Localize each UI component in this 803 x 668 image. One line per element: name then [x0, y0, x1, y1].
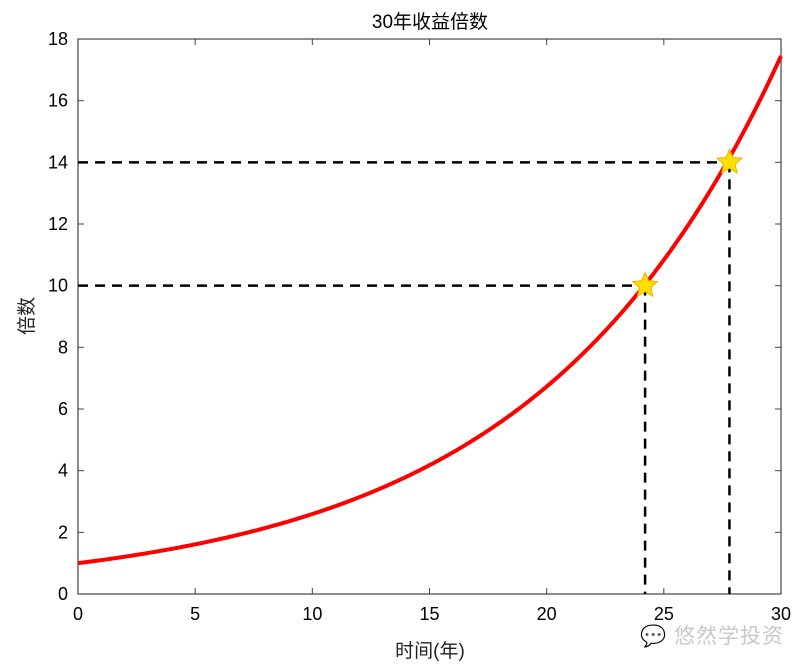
dashed-guide-lines [78, 161, 731, 594]
x-axis-label: 时间(年) [395, 640, 465, 662]
star-marker-icon [631, 271, 659, 298]
y-tick-label: 16 [48, 91, 68, 111]
y-tick-label: 14 [48, 152, 68, 172]
x-tick-label: 5 [190, 604, 200, 624]
x-tick-label: 30 [771, 604, 791, 624]
y-axis-label: 倍数 [16, 297, 38, 335]
y-tick-label: 4 [58, 461, 68, 481]
watermark: 💬 悠然学投资 [640, 620, 784, 650]
y-tick-label: 8 [58, 337, 68, 357]
x-tick-label: 15 [419, 604, 439, 624]
y-tick-label: 2 [58, 522, 68, 542]
x-tick-label: 25 [654, 604, 674, 624]
chart-title: 30年收益倍数 [372, 11, 488, 33]
y-tick-label: 18 [48, 29, 68, 49]
x-tick-label: 10 [302, 604, 322, 624]
star-markers [631, 148, 744, 298]
y-axis-ticks: 0 2 4 6 8 10 12 14 16 18 [48, 29, 781, 604]
wechat-icon: 💬 [640, 625, 668, 648]
y-tick-label: 0 [58, 584, 68, 604]
growth-curve [77, 55, 783, 566]
y-tick-label: 10 [48, 276, 68, 296]
x-axis-ticks: 0 5 10 15 20 25 30 [73, 39, 791, 624]
star-marker-icon [715, 148, 744, 174]
y-tick-label: 6 [58, 399, 68, 419]
y-tick-label: 12 [48, 214, 68, 234]
watermark-text: 悠然学投资 [674, 625, 784, 648]
x-tick-label: 0 [73, 604, 83, 624]
x-tick-label: 20 [537, 604, 557, 624]
plot-area [77, 38, 782, 595]
